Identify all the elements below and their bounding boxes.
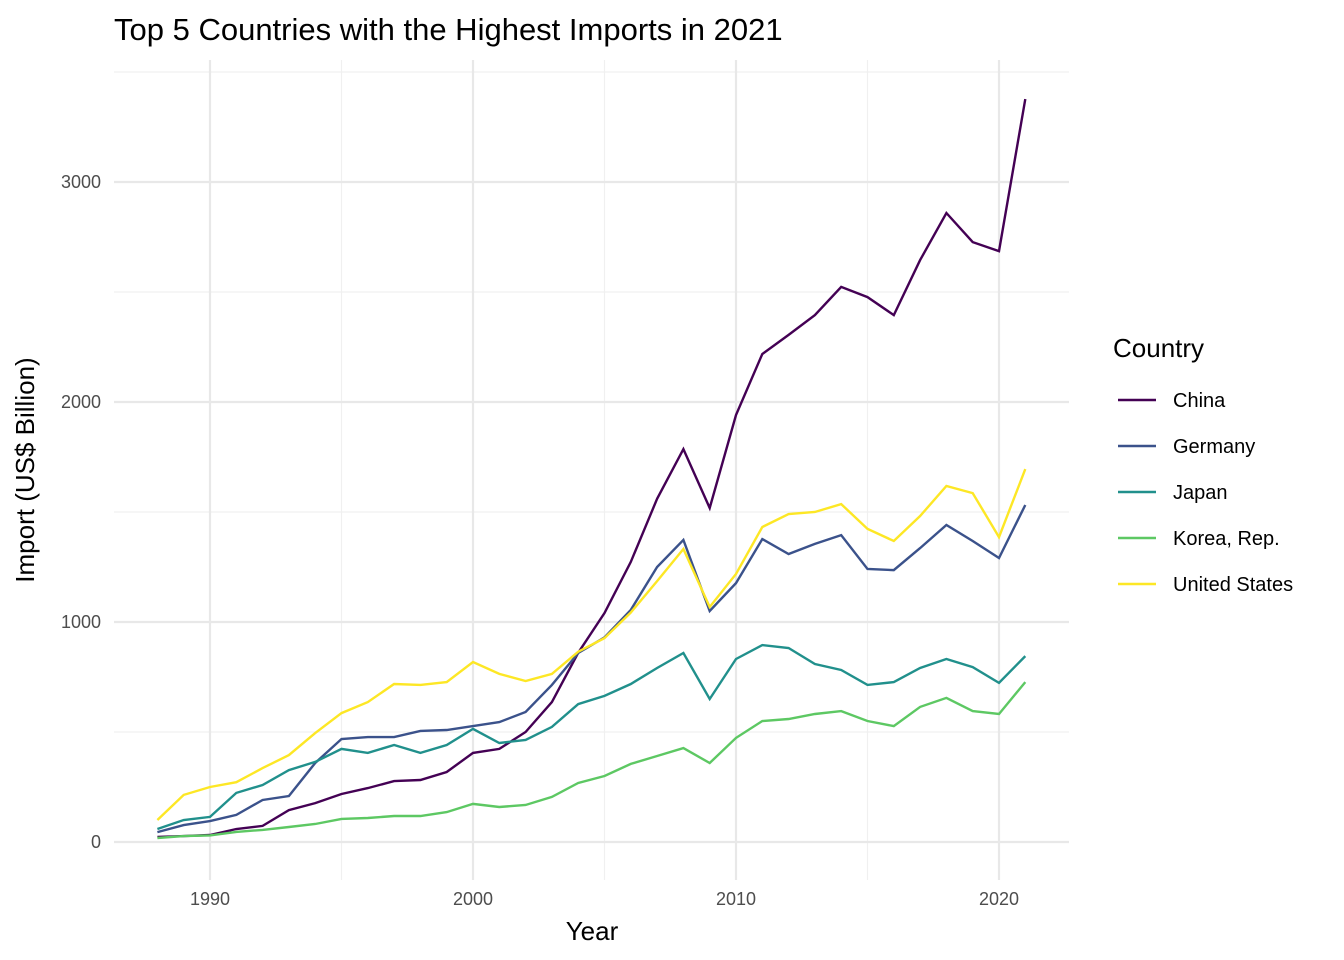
legend: Country China Germany Japan Korea, Rep. Unit… (1113, 333, 1293, 596)
x-tick-label: 2000 (453, 889, 493, 909)
x-axis-ticks: 1990 2000 2010 2020 (190, 889, 1019, 909)
legend-item: Korea, Rep. (1118, 528, 1280, 550)
series-line-korea-rep (157, 681, 1027, 840)
legend-label: United States (1173, 574, 1293, 596)
series-line-germany (157, 504, 1027, 834)
y-axis-ticks: 0 1000 2000 3000 (61, 172, 101, 852)
series-line-china (157, 98, 1027, 839)
legend-label: Korea, Rep. (1173, 528, 1280, 550)
legend-item: Germany (1118, 436, 1255, 458)
legend-label: China (1173, 390, 1226, 412)
y-axis-title: Import (US$ Billion) (10, 357, 40, 582)
y-tick-label: 3000 (61, 172, 101, 192)
y-tick-label: 1000 (61, 612, 101, 632)
legend-label: Germany (1173, 436, 1255, 458)
x-tick-label: 1990 (190, 889, 230, 909)
legend-item: Japan (1118, 482, 1228, 504)
series-lines (156, 98, 1027, 840)
legend-item: China (1118, 390, 1226, 412)
y-tick-label: 0 (91, 832, 101, 852)
series-line-united-states (156, 468, 1027, 821)
x-tick-label: 2010 (716, 889, 756, 909)
y-tick-label: 2000 (61, 392, 101, 412)
grid (114, 60, 1069, 880)
legend-label: Japan (1173, 482, 1228, 504)
x-axis-title: Year (566, 916, 619, 946)
series-line-japan (157, 643, 1027, 831)
chart-title: Top 5 Countries with the Highest Imports… (114, 12, 783, 47)
x-tick-label: 2020 (979, 889, 1019, 909)
legend-item: United States (1118, 574, 1293, 596)
legend-title: Country (1113, 333, 1204, 363)
